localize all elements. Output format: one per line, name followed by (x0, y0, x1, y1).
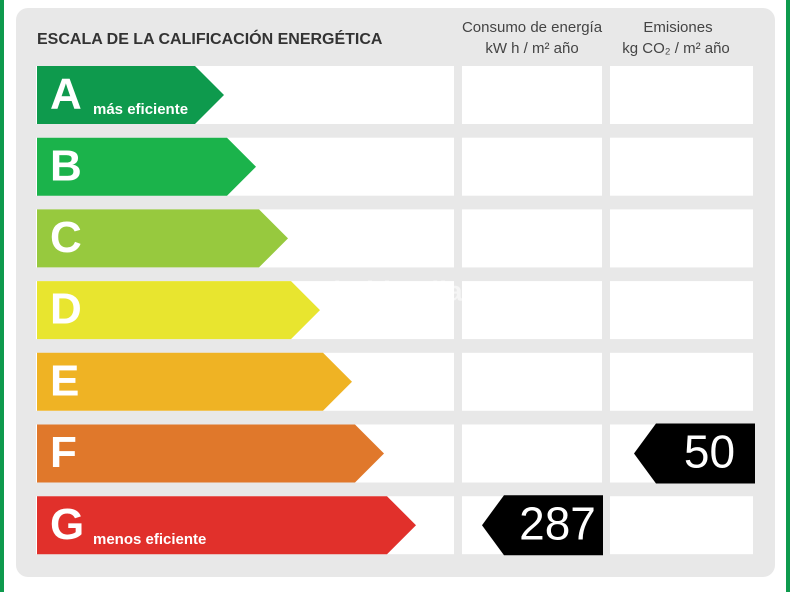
class-arrow (37, 352, 352, 411)
consumption-badge (482, 495, 603, 556)
class-letter: G (50, 500, 84, 549)
class-arrow (37, 424, 384, 483)
right-border (786, 0, 790, 592)
emissions-badge (634, 423, 755, 484)
class-arrow (37, 137, 256, 196)
emissions-cell (610, 209, 753, 268)
emissions-cell (610, 66, 753, 124)
emissions-cell (610, 352, 753, 411)
class-letter: F (50, 428, 77, 477)
class-label: menos eficiente (93, 531, 206, 548)
consumption-cell (462, 209, 602, 268)
class-letter: B (50, 141, 82, 190)
consumption-unit: kW h / m² año (485, 40, 578, 57)
class-letter: E (50, 356, 79, 405)
emissions-cell (610, 281, 753, 340)
emissions-cell (610, 137, 753, 196)
class-label: más eficiente (93, 101, 188, 118)
class-arrow (37, 66, 224, 124)
consumption-cell (462, 281, 602, 340)
class-arrow (37, 496, 416, 555)
emissions-unit: kg CO₂ / m² año (622, 40, 730, 57)
emissions-cell (610, 496, 753, 555)
emissions-value: 50 (684, 426, 735, 478)
consumption-cell (462, 137, 602, 196)
consumption-header: Consumo de energía (462, 19, 603, 36)
consumption-cell (462, 352, 602, 411)
consumption-cell (462, 424, 602, 483)
class-letter: D (50, 285, 82, 334)
class-arrow (37, 209, 288, 268)
class-arrow (37, 281, 320, 340)
consumption-value: 287 (519, 497, 596, 549)
title: ESCALA DE LA CALIFICACIÓN ENERGÉTICA (37, 29, 383, 48)
consumption-cell (462, 66, 602, 124)
class-letter: C (50, 213, 82, 262)
watermark: habitaclia (333, 275, 463, 306)
emissions-header: Emisiones (643, 19, 712, 36)
left-border (0, 0, 4, 592)
class-letter: A (50, 70, 82, 119)
